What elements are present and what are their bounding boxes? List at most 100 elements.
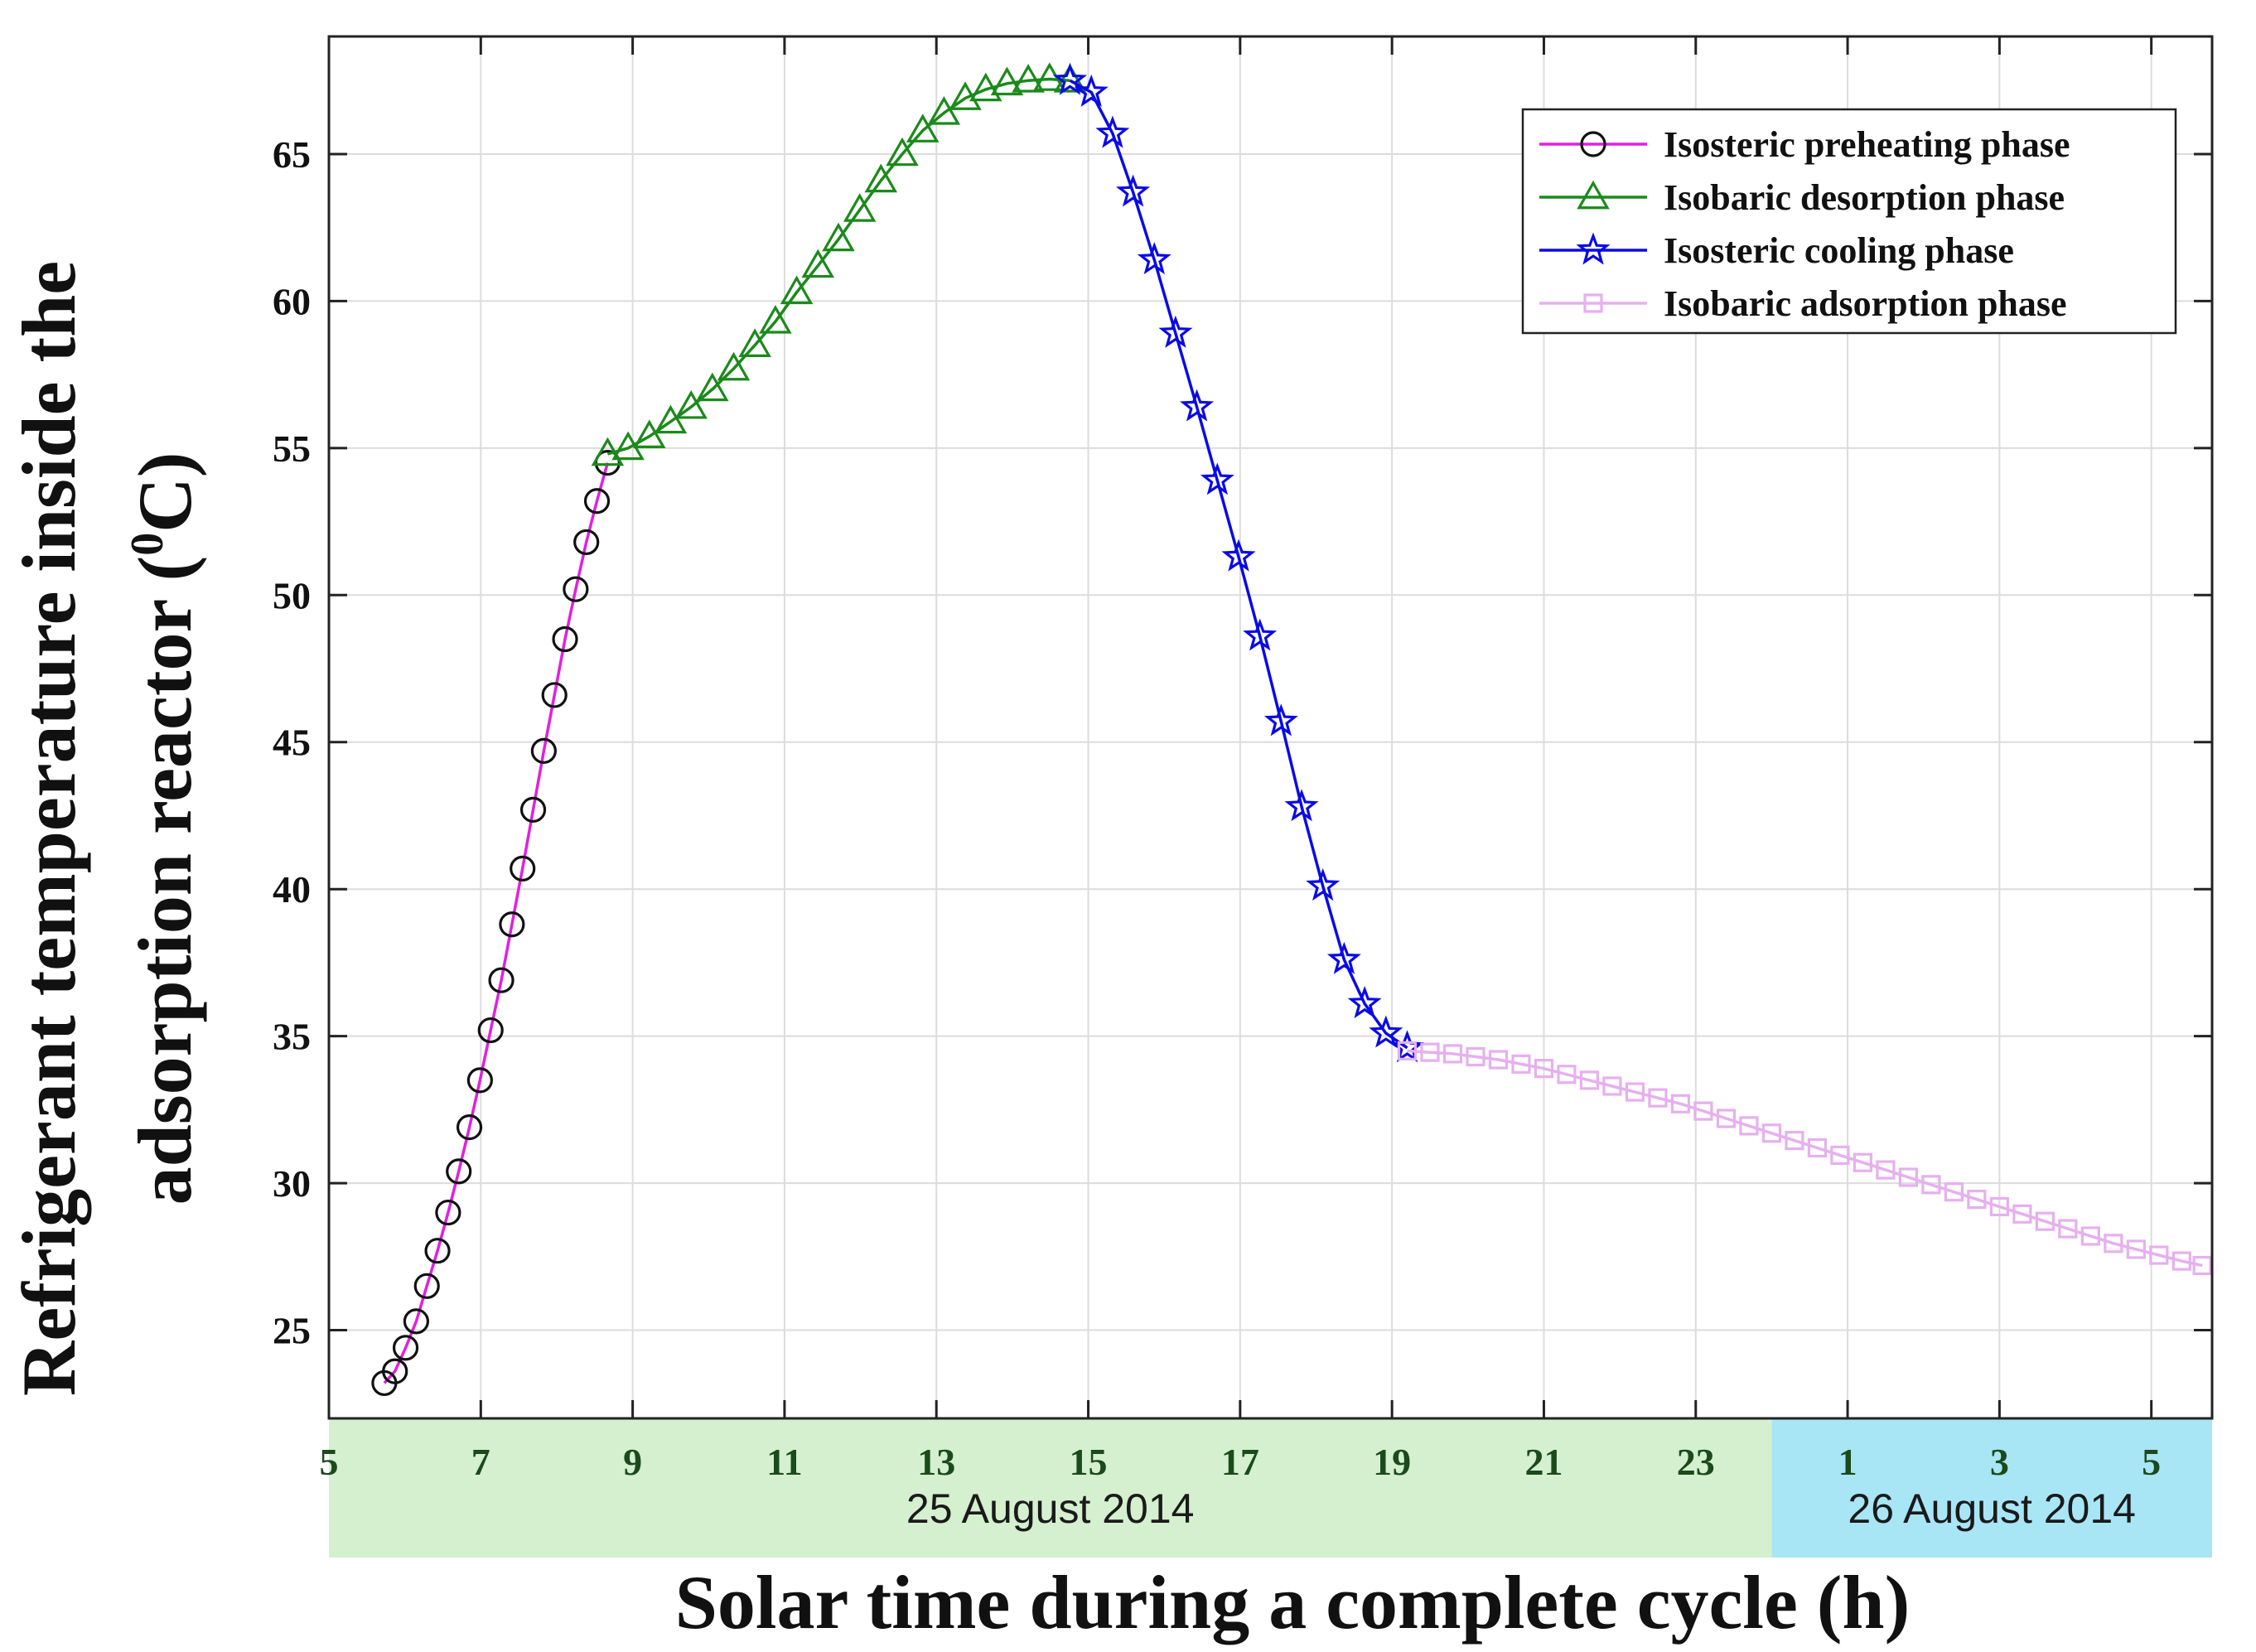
data-point (1648, 1088, 1668, 1108)
legend-items: Isosteric preheating phase Isobaric desor… (1539, 124, 2070, 324)
x-tick-label: 15 (1070, 1441, 1108, 1483)
x-tick-label: 5 (320, 1441, 339, 1483)
data-point (1243, 618, 1278, 651)
data-point (1137, 242, 1171, 275)
legend-label: Isosteric cooling phase (1664, 230, 2014, 271)
y-tick-label: 50 (273, 574, 311, 616)
data-point (499, 911, 525, 938)
legend-item-4: Isobaric adsorption phase (1539, 283, 2067, 324)
data-point (2126, 1239, 2146, 1259)
legend-marker (1576, 232, 1611, 265)
data-point (2035, 1211, 2055, 1231)
data-point (1347, 985, 1382, 1019)
data-point (573, 529, 600, 556)
legend-box (1521, 108, 2177, 335)
data-point (1074, 74, 1109, 107)
data-point (519, 796, 547, 823)
data-point (1053, 64, 1087, 93)
data-point (1306, 868, 1341, 901)
data-point (2058, 1219, 2078, 1239)
series-3 (1053, 62, 1424, 1063)
data-point (654, 404, 688, 434)
data-point (413, 1273, 440, 1299)
data-point (1053, 62, 1088, 95)
y-axis-title-line2-pre: adsorption reactor ( (123, 556, 207, 1205)
data-point (2192, 1255, 2212, 1276)
day-bands: 25 August 2014 26 August 2014 (329, 1418, 2212, 1558)
x-axis-title: Solar time during a complete cycle (h) (675, 1560, 1910, 1645)
x-tick-label: 9 (623, 1441, 642, 1483)
data-point (801, 249, 835, 278)
y-tick-label: 60 (273, 280, 311, 322)
data-point (738, 328, 771, 357)
data-point (446, 1158, 472, 1185)
data-point (990, 66, 1024, 96)
series-line-3 (1069, 79, 1408, 1050)
data-point (1012, 64, 1045, 93)
data-point (1921, 1175, 1941, 1195)
data-point (1670, 1094, 1691, 1113)
data-point (488, 967, 514, 993)
data-point (1095, 115, 1130, 148)
x-tick-label: 7 (471, 1441, 490, 1483)
x-tick-label: 3 (1990, 1441, 2009, 1483)
data-point (1466, 1046, 1485, 1067)
x-tick-label: 19 (1373, 1441, 1411, 1483)
data-point (1807, 1138, 1828, 1158)
legend-label: Isobaric adsorption phase (1664, 283, 2067, 324)
x-tick-label: 11 (766, 1441, 802, 1483)
day-band-label-2: 26 August 2014 (1848, 1485, 2136, 1532)
y-tick-label: 65 (273, 133, 311, 176)
data-point (392, 1335, 419, 1361)
x-tick-label: 1 (1838, 1441, 1857, 1483)
y-tick-label: 35 (273, 1016, 311, 1058)
legend-item-2: Isobaric desorption phase (1539, 177, 2065, 218)
data-point (591, 437, 625, 466)
data-point (843, 193, 877, 222)
data-point (563, 576, 589, 602)
data-point (1830, 1145, 1850, 1165)
data-point (541, 682, 568, 708)
x-tick-label: 23 (1677, 1441, 1715, 1483)
data-point (864, 163, 898, 193)
y-tick-label: 55 (273, 427, 311, 470)
data-point (696, 372, 729, 402)
data-point (1221, 539, 1256, 572)
data-point (674, 389, 708, 419)
data-point (1369, 1015, 1403, 1048)
legend-label: Isosteric preheating phase (1664, 124, 2070, 165)
data-point (1420, 1042, 1440, 1062)
data-point (1785, 1131, 1804, 1151)
data-point (759, 305, 792, 334)
y-tick-label: 30 (273, 1162, 311, 1205)
data-point (2149, 1245, 2169, 1265)
y-tick-label: 25 (273, 1310, 311, 1352)
data-point (1739, 1116, 1759, 1136)
data-point (456, 1114, 483, 1141)
legend-marker (1577, 180, 1610, 210)
data-point (633, 419, 666, 449)
x-tick-label: 13 (917, 1441, 955, 1483)
data-point (1761, 1123, 1782, 1143)
y-axis-title-line2-post: C) (123, 452, 207, 533)
data-point (530, 737, 557, 764)
day-band-2 (1771, 1418, 2212, 1558)
data-point (1989, 1196, 2009, 1217)
grid (328, 36, 2212, 1418)
data-point (1442, 1044, 1463, 1064)
legend-label: Isobaric desorption phase (1664, 177, 2065, 218)
legend-marker (1583, 293, 1603, 313)
data-point (583, 488, 611, 514)
legend: Isosteric preheating phase Isobaric desor… (1521, 108, 2177, 335)
data-point (424, 1238, 451, 1264)
data-point (1602, 1076, 1622, 1096)
data-point (2171, 1251, 2191, 1271)
data-point (1579, 1070, 1600, 1090)
data-point (435, 1199, 461, 1226)
legend-marker (1580, 131, 1606, 157)
data-point (822, 222, 855, 252)
day-band-label-1: 25 August 2014 (906, 1485, 1195, 1532)
data-point (1625, 1082, 1645, 1102)
data-point (1116, 174, 1151, 207)
axis-ticks (327, 36, 2212, 1418)
